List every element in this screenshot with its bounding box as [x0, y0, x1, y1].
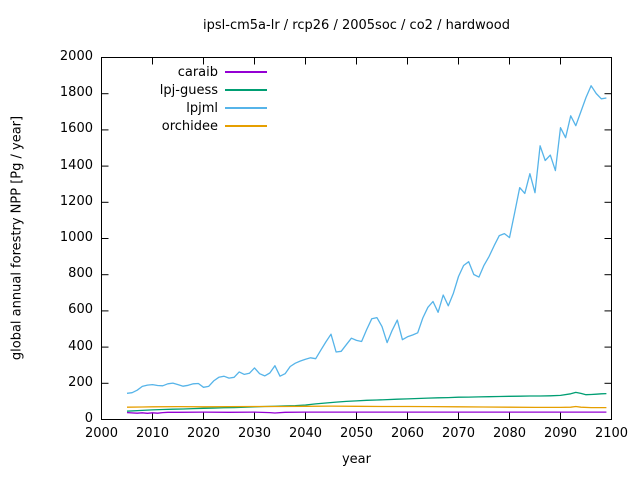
x-axis-title: year: [341, 452, 371, 467]
x-tick-label: 2050: [339, 426, 374, 441]
legend-item-caraib: caraib: [98, 63, 267, 81]
y-tick-label: 1400: [59, 158, 93, 173]
chart-title: ipsl-cm5a-lr / rcp26 / 2005soc / co2 / h…: [203, 18, 510, 33]
x-tick-label: 2000: [84, 426, 119, 441]
series-line-lpjml: [126, 85, 607, 394]
x-tick-label: 2100: [594, 426, 629, 441]
legend-line-sample-lpjml: [225, 107, 267, 109]
legend-line-sample-lpj-guess: [225, 89, 267, 91]
legend-label-lpj-guess: lpj-guess: [159, 82, 218, 98]
legend-line-sample-caraib: [225, 71, 267, 73]
y-tick-label: 1000: [59, 230, 93, 245]
y-tick-label: 800: [68, 266, 93, 281]
legend-line-sample-orchidee: [225, 125, 267, 127]
x-tick-label: 2060: [390, 426, 425, 441]
x-tick-label: 2070: [441, 426, 476, 441]
plot-area: [101, 57, 612, 420]
y-tick-label: 2000: [59, 49, 93, 64]
legend-item-lpj-guess: lpj-guess: [98, 81, 267, 99]
y-tick-label: 400: [68, 339, 93, 354]
x-tick-label: 2030: [237, 426, 272, 441]
x-tick-label: 2020: [186, 426, 221, 441]
series-line-orchidee: [126, 405, 607, 409]
x-tick-label: 2080: [492, 426, 527, 441]
y-tick-label: 1600: [59, 121, 93, 136]
x-tick-label: 2040: [288, 426, 323, 441]
y-tick-label: 1200: [59, 194, 93, 209]
legend-label-orchidee: orchidee: [161, 118, 218, 134]
y-axis-title: global annual forestry NPP [Pg / year]: [9, 115, 25, 361]
legend: caraib lpj-guess lpjml orchidee: [98, 63, 267, 135]
legend-label-lpjml: lpjml: [186, 100, 218, 116]
series-line-lpj-guess: [126, 391, 607, 412]
y-tick-label: 200: [68, 375, 93, 390]
series-line-caraib: [126, 411, 607, 414]
legend-item-lpjml: lpjml: [98, 99, 267, 117]
legend-item-orchidee: orchidee: [98, 117, 267, 135]
y-tick-label: 1800: [59, 85, 93, 100]
x-tick-label: 2090: [543, 426, 578, 441]
y-tick-label: 600: [68, 302, 93, 317]
x-tick-label: 2010: [135, 426, 170, 441]
y-tick-label: 0: [84, 411, 93, 426]
legend-label-caraib: caraib: [177, 64, 218, 80]
